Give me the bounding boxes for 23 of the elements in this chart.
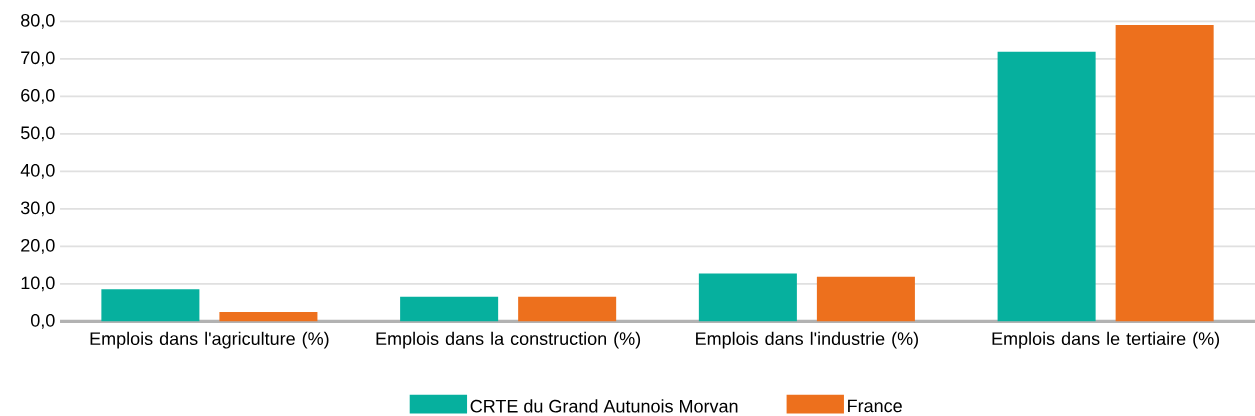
bar [219,311,318,322]
bar [816,276,915,322]
x-tick-label: Emplois dans l'industrie (%) [696,331,918,349]
y-tick-label: 10,0 [21,276,55,292]
bar [1115,25,1214,322]
x-tick-label: Emplois dans l'agriculture (%) [90,331,329,349]
y-tick-label: 70,0 [21,51,55,67]
y-tick-label: 0,0 [31,313,55,329]
bar [400,296,499,322]
legend-label: CRTE du Grand Autunois Morvan [470,399,738,413]
y-tick-label: 60,0 [21,88,55,104]
y-tick-label: 30,0 [20,201,55,217]
y-tick-label: 50,0 [20,126,55,142]
bar [518,296,617,322]
legend-label: France [848,399,902,413]
bar [101,289,200,322]
x-tick-label: Emplois dans la construction (%) [376,331,641,349]
y-tick-label: 40,0 [20,163,55,179]
bar [698,273,797,322]
y-tick-label: 20,0 [21,238,55,254]
y-tick-label: 80,0 [21,13,55,29]
x-tick-label: Emplois dans le tertiaire (%) [992,331,1220,349]
bar [997,51,1096,322]
